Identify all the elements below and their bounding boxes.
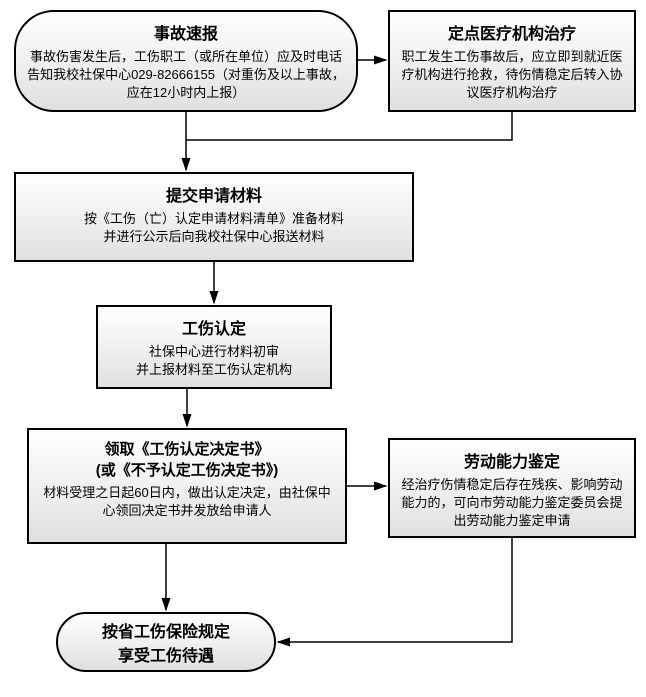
node-accident-report: 事故速报 事故伤害发生后，工伤职工（或所在单位）应及时电话告知我校社保中心029…	[14, 10, 358, 112]
node-title: 领取《工伤认定决定书》 (或《不予认定工伤决定书》)	[39, 438, 335, 480]
node-title: 定点医疗机构治疗	[400, 20, 624, 44]
node-body: 经治疗伤情稳定后存在残疾、影响劳动能力的，可向市劳动能力鉴定委员会提出劳动能力鉴…	[400, 476, 624, 531]
node-body: 事故伤害发生后，工伤职工（或所在单位）应及时电话告知我校社保中心029-8266…	[26, 48, 346, 103]
node-title: 劳动能力鉴定	[400, 448, 624, 472]
node-injury-identification: 工伤认定 社保中心进行材料初审 并上报材料至工伤认定机构	[96, 305, 332, 389]
node-submit-materials: 提交申请材料 按《工伤（亡）认定申请材料清单》准备材料 并进行公示后向我校社保中…	[14, 172, 414, 262]
node-title: 按省工伤保险规定 享受工伤待遇	[102, 618, 230, 666]
node-body: 材料受理之日起60日内，做出认定决定，由社保中心领回决定书并发放给申请人	[39, 484, 335, 520]
node-title: 工伤认定	[108, 315, 320, 339]
node-receive-decision: 领取《工伤认定决定书》 (或《不予认定工伤决定书》) 材料受理之日起60日内，做…	[27, 428, 347, 544]
node-labor-assessment: 劳动能力鉴定 经治疗伤情稳定后存在残疾、影响劳动能力的，可向市劳动能力鉴定委员会…	[388, 438, 636, 538]
node-body: 按《工伤（亡）认定申请材料清单》准备材料 并进行公示后向我校社保中心报送材料	[26, 210, 402, 246]
node-title: 提交申请材料	[26, 182, 402, 206]
node-body: 社保中心进行材料初审 并上报材料至工伤认定机构	[108, 343, 320, 379]
node-medical-treatment: 定点医疗机构治疗 职工发生工伤事故后，应立即到就近医疗机构进行抢救，待伤情稳定后…	[388, 10, 636, 112]
node-title: 事故速报	[26, 20, 346, 44]
node-body: 职工发生工伤事故后，应立即到就近医疗机构进行抢救，待伤情稳定后转入协议医疗机构治…	[400, 48, 624, 103]
node-enjoy-benefits: 按省工伤保险规定 享受工伤待遇	[56, 612, 276, 672]
